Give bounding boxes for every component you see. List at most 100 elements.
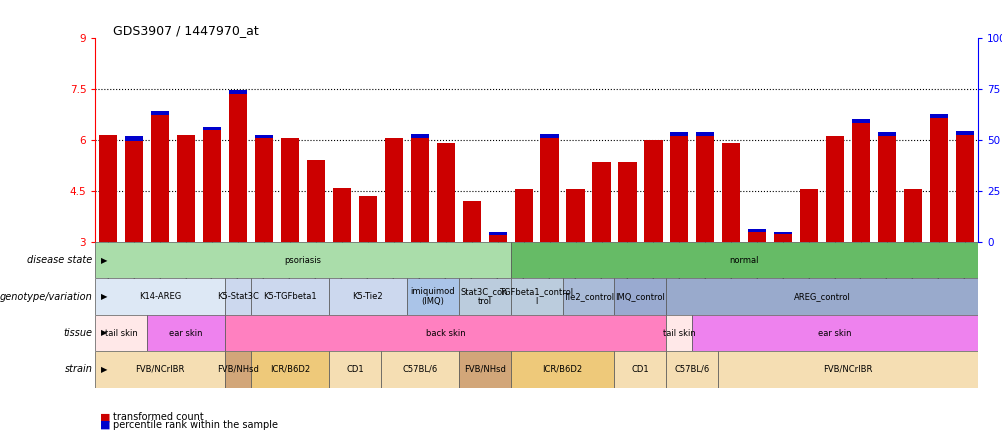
Bar	[851, 119, 870, 123]
Bar	[540, 134, 558, 138]
Bar	[955, 135, 973, 242]
Bar	[592, 162, 610, 242]
Text: psoriasis: psoriasis	[285, 256, 322, 265]
Bar	[695, 132, 713, 136]
Bar	[955, 131, 973, 135]
Bar	[929, 118, 947, 242]
Bar	[177, 135, 195, 242]
Bar	[665, 351, 717, 388]
Bar	[228, 90, 246, 94]
Text: back skin: back skin	[426, 329, 465, 337]
Bar	[458, 278, 510, 315]
Bar	[510, 242, 977, 278]
Text: TGFbeta1_control
l: TGFbeta1_control l	[499, 287, 573, 306]
Text: CD1: CD1	[631, 365, 648, 374]
Bar	[202, 127, 221, 130]
Bar	[669, 136, 687, 242]
Text: FVB/NHsd: FVB/NHsd	[463, 365, 505, 374]
Bar	[202, 130, 221, 242]
Bar	[359, 196, 377, 242]
Bar	[385, 138, 403, 242]
Bar	[851, 123, 870, 242]
Bar	[151, 111, 169, 115]
Text: C57BL/6: C57BL/6	[402, 365, 437, 374]
Bar	[774, 234, 792, 242]
Text: Tie2_control: Tie2_control	[562, 292, 613, 301]
Bar	[329, 278, 407, 315]
Bar	[800, 189, 818, 242]
Bar	[488, 235, 506, 242]
Text: imiquimod
(IMQ): imiquimod (IMQ)	[410, 287, 455, 306]
Bar	[614, 351, 665, 388]
Text: ▶: ▶	[101, 329, 107, 337]
Text: tail skin: tail skin	[662, 329, 695, 337]
Text: ■: ■	[100, 412, 110, 422]
Bar	[510, 351, 614, 388]
Bar	[540, 138, 558, 242]
Bar	[566, 189, 584, 242]
Bar	[255, 135, 273, 138]
Bar	[95, 315, 147, 351]
Bar	[614, 278, 665, 315]
Bar	[514, 189, 532, 242]
Bar	[410, 134, 429, 138]
Bar	[669, 132, 687, 136]
Text: ▶: ▶	[101, 256, 107, 265]
Bar	[436, 143, 454, 242]
Bar	[488, 233, 506, 235]
Bar	[774, 232, 792, 234]
Bar	[747, 229, 766, 232]
Bar	[250, 278, 329, 315]
Text: normal: normal	[728, 256, 759, 265]
Bar	[929, 114, 947, 118]
Text: transformed count: transformed count	[113, 412, 203, 422]
Text: ■: ■	[100, 420, 110, 430]
Text: C57BL/6: C57BL/6	[674, 365, 709, 374]
Bar	[381, 351, 458, 388]
Text: GDS3907 / 1447970_at: GDS3907 / 1447970_at	[113, 24, 259, 36]
Bar	[665, 315, 691, 351]
Bar	[407, 278, 458, 315]
Text: CD1: CD1	[346, 365, 364, 374]
Bar	[643, 140, 662, 242]
Text: disease state: disease state	[27, 255, 92, 265]
Bar	[695, 136, 713, 242]
Bar	[826, 136, 844, 242]
Text: ICR/B6D2: ICR/B6D2	[270, 365, 310, 374]
Bar	[307, 160, 325, 242]
Text: K5-Stat3C: K5-Stat3C	[216, 292, 259, 301]
Text: IMQ_control: IMQ_control	[615, 292, 664, 301]
Bar	[224, 351, 250, 388]
Text: K5-Tie2: K5-Tie2	[352, 292, 383, 301]
Bar	[721, 143, 739, 242]
Text: K5-TGFbeta1: K5-TGFbeta1	[263, 292, 317, 301]
Bar	[462, 201, 480, 242]
Bar	[224, 278, 250, 315]
Bar	[228, 94, 246, 242]
Bar	[224, 315, 665, 351]
Text: K14-AREG: K14-AREG	[139, 292, 181, 301]
Bar	[333, 187, 351, 242]
Text: genotype/variation: genotype/variation	[0, 292, 92, 301]
Text: tail skin: tail skin	[105, 329, 137, 337]
Text: percentile rank within the sample: percentile rank within the sample	[113, 420, 279, 430]
Bar	[562, 278, 614, 315]
Bar	[147, 315, 224, 351]
Text: strain: strain	[64, 365, 92, 374]
Bar	[95, 242, 510, 278]
Text: tissue: tissue	[63, 328, 92, 338]
Bar	[717, 351, 977, 388]
Text: AREG_control: AREG_control	[793, 292, 850, 301]
Bar	[747, 232, 766, 242]
Bar	[510, 278, 562, 315]
Bar	[151, 115, 169, 242]
Bar	[877, 136, 895, 242]
Bar	[125, 141, 143, 242]
Text: FVB/NCrIBR: FVB/NCrIBR	[135, 365, 184, 374]
Text: Stat3C_con
trol: Stat3C_con trol	[461, 287, 508, 306]
Bar	[95, 351, 224, 388]
Bar	[410, 138, 429, 242]
Bar	[691, 315, 977, 351]
Bar	[281, 138, 299, 242]
Text: ▶: ▶	[101, 365, 107, 374]
